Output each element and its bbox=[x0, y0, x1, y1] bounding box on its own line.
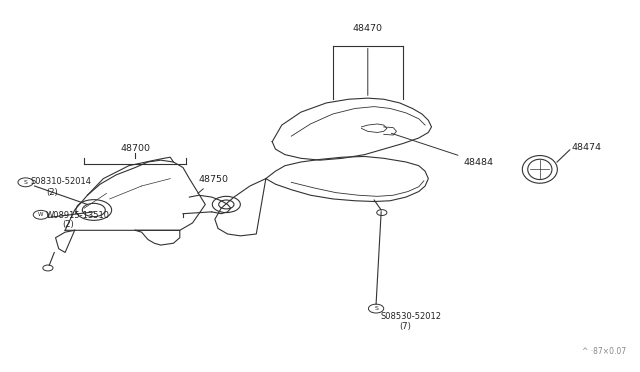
Text: S08310-52014: S08310-52014 bbox=[30, 177, 91, 186]
Text: 48484: 48484 bbox=[392, 133, 493, 167]
Text: (2): (2) bbox=[62, 220, 74, 229]
Text: ^ ·87×0.07: ^ ·87×0.07 bbox=[582, 347, 626, 356]
Text: (2): (2) bbox=[46, 188, 58, 197]
Text: S: S bbox=[374, 306, 378, 311]
Text: S08530-52012: S08530-52012 bbox=[381, 311, 442, 321]
Text: W: W bbox=[38, 212, 44, 217]
Text: 48750: 48750 bbox=[198, 175, 229, 193]
Text: S: S bbox=[24, 180, 28, 185]
Text: (7): (7) bbox=[399, 322, 412, 331]
Text: 48470: 48470 bbox=[353, 24, 383, 33]
Text: 48700: 48700 bbox=[120, 144, 150, 153]
Text: 48474: 48474 bbox=[572, 143, 602, 152]
Text: W08915-13510: W08915-13510 bbox=[46, 211, 110, 220]
